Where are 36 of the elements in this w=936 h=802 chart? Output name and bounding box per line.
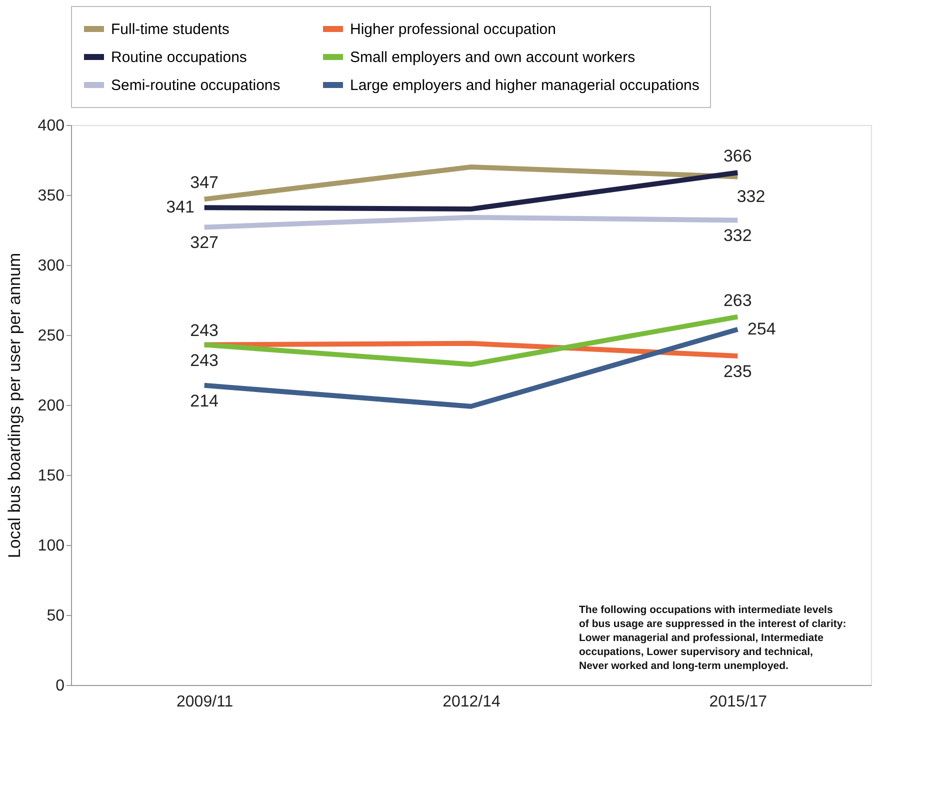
legend-label: Higher professional occupation [350,21,556,38]
data-label: 332 [723,226,752,246]
y-tick-label: 0 [56,678,65,694]
annotation: The following occupations with intermediate levels [579,604,833,616]
annotation: Never worked and long-term unemployed. [579,660,789,672]
data-label: 347 [190,173,219,192]
y-tick-label: 350 [38,188,65,204]
y-tick-label: 300 [38,258,65,274]
y-tick-label: 400 [38,118,65,134]
y-tick-label: 100 [38,538,65,554]
y-tick-label: 50 [46,608,65,624]
legend-label: Semi-routine occupations [111,77,280,94]
annotation: of bus usage are suppressed in the interest of clarity: [579,618,846,630]
legend-label: Large employers and higher managerial occupations [350,77,700,94]
data-label: 341 [166,198,195,217]
legend-label: Full-time students [111,21,230,38]
x-tick-label: 2015/17 [709,694,768,710]
data-label: 254 [747,319,776,338]
y-tick-label: 150 [38,468,65,484]
annotation: 332 [736,187,766,206]
y-tick-label: 250 [38,328,65,344]
y-tick-label: 200 [38,398,65,414]
data-label: 327 [190,233,219,252]
annotation: occupations, Lower supervisory and technical, [579,646,814,658]
x-tick-label: 2012/14 [442,694,501,710]
data-label: 366 [723,146,752,166]
y-axis-title: Local bus boardings per user per annum [4,252,24,558]
data-label: 243 [190,320,219,340]
legend-label: Routine occupations [111,49,247,66]
x-tick-label: 2009/11 [176,694,234,710]
data-label: 235 [723,362,752,381]
annotation: Lower managerial and professional, Intermediate [579,632,824,644]
data-label: 214 [190,391,219,410]
legend-label: Small employers and own account workers [350,49,636,66]
data-label: 263 [723,290,752,310]
data-label: 243 [190,350,219,370]
